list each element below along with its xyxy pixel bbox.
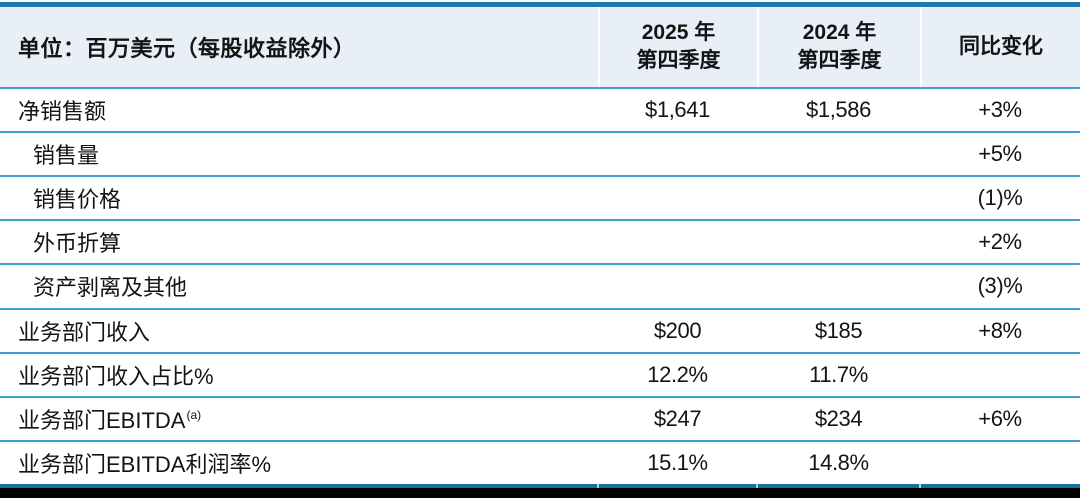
value-2025: $247 xyxy=(653,405,702,431)
row-label: 业务部门EBITDA利润率% xyxy=(18,451,272,477)
value-2024: $185 xyxy=(814,317,863,343)
value-yoy: +8% xyxy=(978,317,1022,343)
value-2024: 11.7% xyxy=(809,361,868,387)
value-yoy: +3% xyxy=(978,97,1022,123)
column-tick xyxy=(756,484,758,488)
column-header-2024-q4: 2024 年 第四季度 xyxy=(757,7,920,87)
row-label: 业务部门EBITDA(a) xyxy=(0,403,598,435)
column-header-yoy-change: 同比变化 xyxy=(920,7,1080,87)
row-label: 净销售额 xyxy=(18,99,107,125)
table-row-segment-income: 业务部门收入 $200 $185 +8% xyxy=(0,310,1080,354)
table-row-currency: 外币折算 +2% xyxy=(0,221,1080,266)
table-row-segment-income-pct: 业务部门收入占比% 12.2% 11.7% xyxy=(0,354,1080,398)
row-label: 业务部门收入 xyxy=(18,319,151,345)
column-tick xyxy=(919,484,921,488)
row-label: 资产剥离及其他 xyxy=(33,275,188,301)
table-row-price: 销售价格 (1)% xyxy=(0,177,1080,222)
bottom-black-bar xyxy=(0,488,1080,498)
value-yoy: +5% xyxy=(978,141,1022,167)
column-header-line2: 第四季度 xyxy=(797,49,882,72)
table-top-border xyxy=(0,2,1080,7)
value-yoy: (1)% xyxy=(977,185,1023,211)
row-label: 销售量 xyxy=(33,143,100,169)
value-2025: $200 xyxy=(653,317,702,343)
table-header-row: 单位：百万美元（每股收益除外） 2025 年 第四季度 2024 年 第四季度 … xyxy=(0,7,1080,89)
column-header-line2: 第四季度 xyxy=(636,49,721,72)
table-body: 净销售额 $1,641 $1,586 +3% 销售量 +5% 销售价格 (1)%… xyxy=(0,89,1080,484)
value-2024: $234 xyxy=(814,405,863,431)
footnote-marker: (a) xyxy=(186,408,202,423)
table-bottom-border xyxy=(0,484,1080,488)
column-header-2025-q4: 2025 年 第四季度 xyxy=(598,7,757,87)
value-2025: 15.1% xyxy=(647,449,708,475)
column-header-line1: 2025 年 xyxy=(641,21,716,44)
value-yoy: +2% xyxy=(978,229,1022,255)
row-label-text: 业务部门EBITDA xyxy=(18,407,186,433)
unit-header-cell: 单位：百万美元（每股收益除外） xyxy=(18,36,356,61)
value-2025: $1,641 xyxy=(645,97,710,123)
table-row-divestitures: 资产剥离及其他 (3)% xyxy=(0,265,1080,310)
column-tick xyxy=(597,484,599,488)
value-yoy: (3)% xyxy=(977,273,1023,299)
row-label: 外币折算 xyxy=(33,231,122,257)
value-yoy: +6% xyxy=(978,405,1022,431)
table-row-segment-ebitda-margin: 业务部门EBITDA利润率% 15.1% 14.8% xyxy=(0,442,1080,484)
row-label: 业务部门收入占比% xyxy=(18,363,214,389)
column-header-line1: 同比变化 xyxy=(959,35,1043,58)
value-2025: 12.2% xyxy=(647,361,708,387)
column-header-line1: 2024 年 xyxy=(802,21,877,44)
table-row-net-sales: 净销售额 $1,641 $1,586 +3% xyxy=(0,89,1080,134)
table-row-volume: 销售量 +5% xyxy=(0,133,1080,178)
top-margin xyxy=(0,0,1080,2)
row-label: 销售价格 xyxy=(33,187,122,213)
table-row-segment-ebitda: 业务部门EBITDA(a) $247 $234 +6% xyxy=(0,398,1080,442)
value-2024: $1,586 xyxy=(806,97,871,123)
value-2024: 14.8% xyxy=(808,449,869,475)
